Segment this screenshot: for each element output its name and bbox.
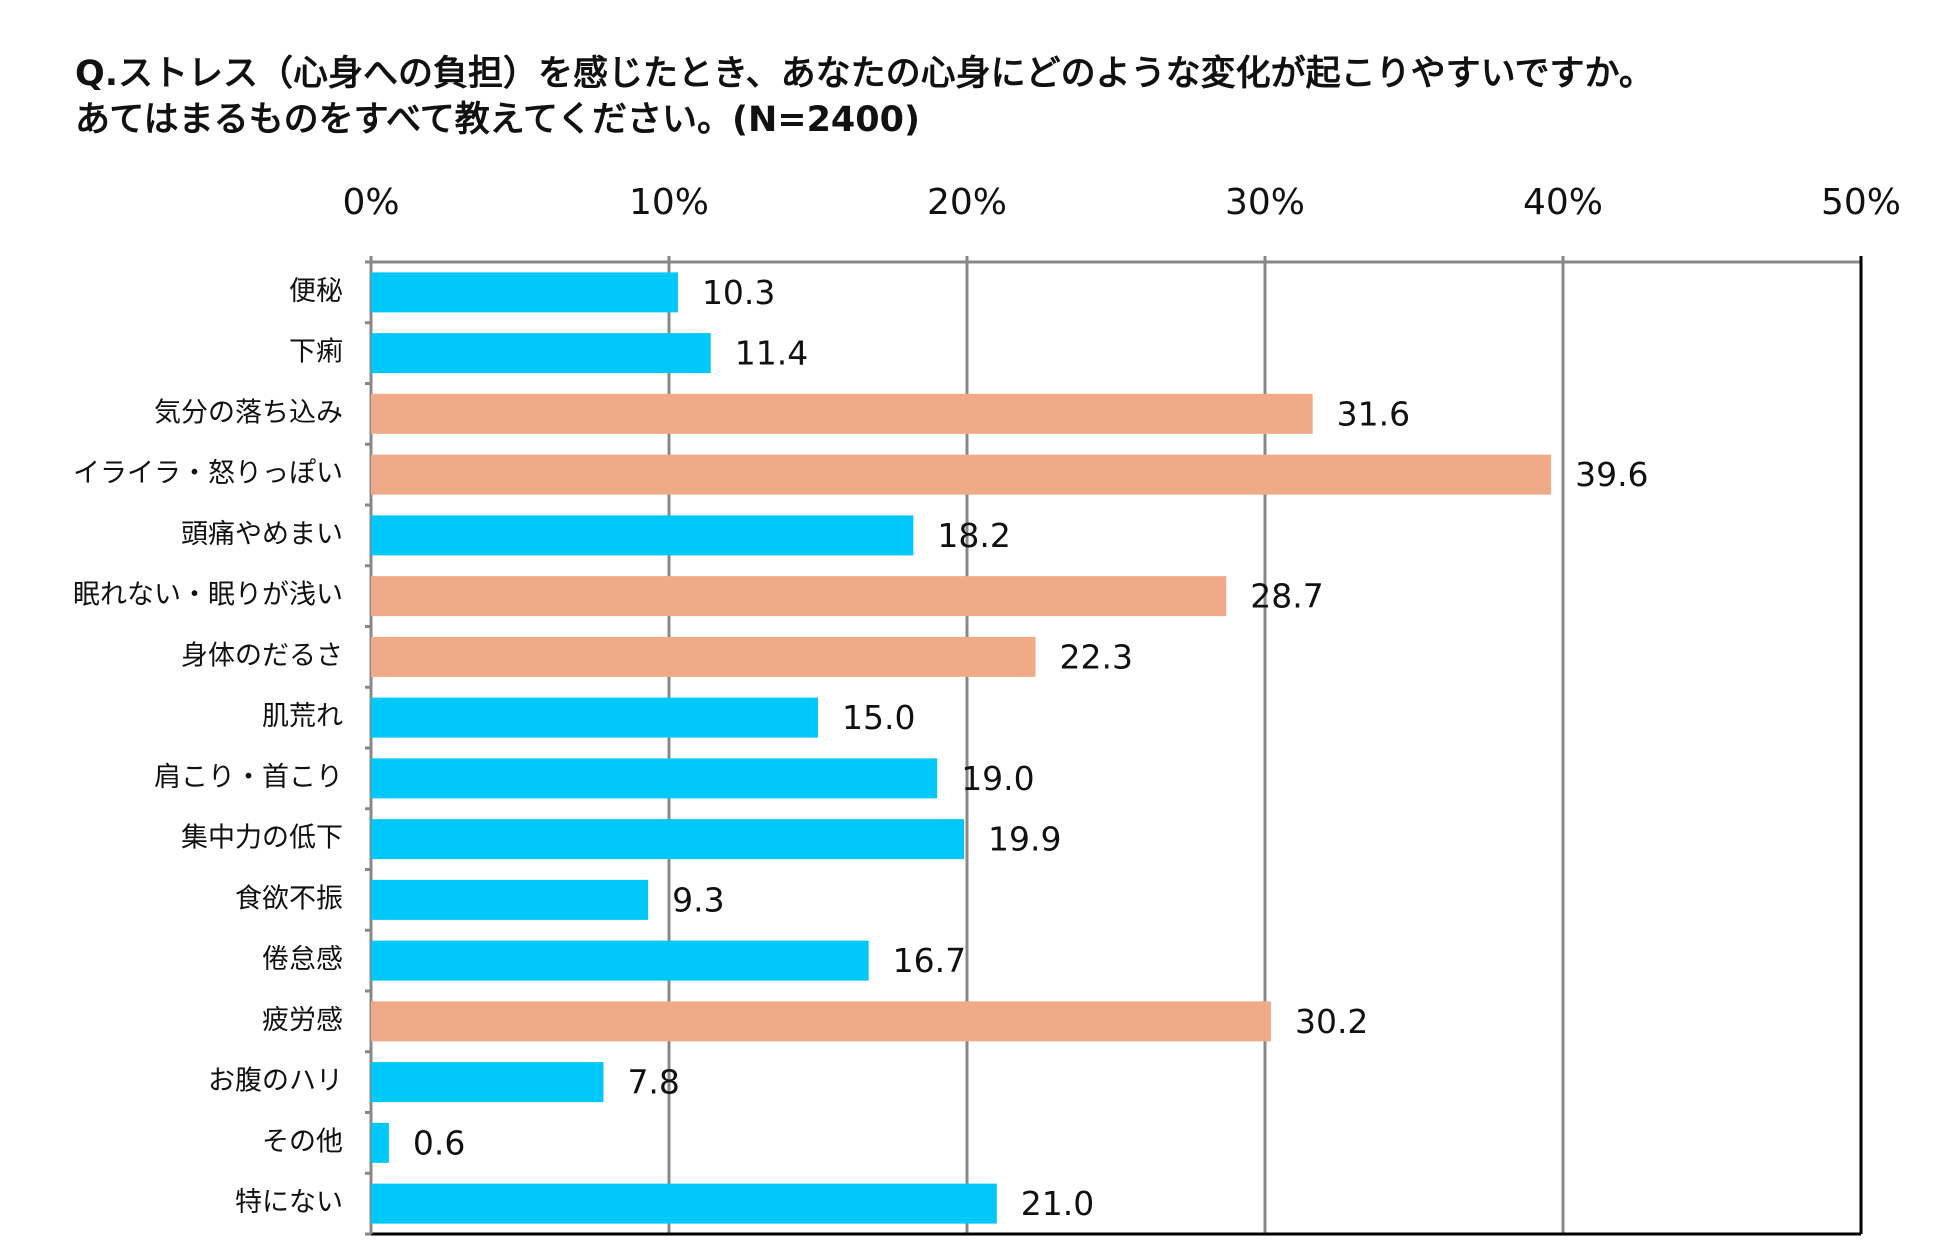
value-label: 11.4 (735, 334, 808, 373)
bar (371, 576, 1227, 617)
x-tick-label: 0% (342, 182, 399, 223)
x-tick-label: 20% (927, 182, 1007, 223)
bar (371, 1183, 997, 1224)
x-tick-label: 50% (1821, 182, 1901, 223)
bar (371, 758, 938, 799)
value-label: 7.8 (627, 1063, 679, 1102)
bar (371, 272, 678, 313)
y-tick-label: 下痢 (289, 337, 343, 368)
bar (371, 636, 1036, 677)
value-label: 19.0 (961, 759, 1034, 798)
y-tick-label: その他 (262, 1126, 343, 1157)
chart-title: あてはまるものをすべて教えてください。(N=2400) (75, 100, 920, 140)
bar (371, 333, 711, 374)
value-label: 30.2 (1295, 1002, 1368, 1041)
value-label: 22.3 (1060, 637, 1133, 676)
bar (371, 1122, 389, 1163)
value-label: 15.0 (842, 698, 915, 737)
value-label: 0.6 (413, 1123, 465, 1162)
bar (371, 940, 869, 981)
y-tick-label: 気分の落ち込み (154, 397, 343, 428)
bar (371, 454, 1552, 495)
value-label: 9.3 (672, 880, 724, 919)
bar (371, 1001, 1271, 1042)
y-tick-label: 食欲不振 (235, 883, 343, 914)
y-tick-label: 頭痛やめまい (181, 519, 343, 550)
value-label: 21.0 (1021, 1184, 1094, 1223)
value-label: 16.7 (893, 941, 966, 980)
bar (371, 393, 1313, 434)
x-tick-label: 10% (629, 182, 709, 223)
bar (371, 697, 818, 738)
y-tick-label: 集中力の低下 (181, 823, 343, 854)
y-tick-label: 倦怠感 (262, 944, 343, 975)
value-label: 10.3 (702, 273, 775, 312)
chart-title: Q.ストレス（心身への負担）を感じたとき、あなたの心身にどのような変化が起こりや… (75, 53, 1654, 94)
value-label: 18.2 (937, 516, 1010, 555)
x-tick-label: 40% (1523, 182, 1603, 223)
y-tick-label: 疲労感 (262, 1005, 343, 1036)
bar (371, 1062, 604, 1103)
y-tick-label: 肩こり・首こり (154, 762, 343, 793)
y-tick-label: 眠れない・眠りが浅い (73, 580, 343, 611)
value-label: 31.6 (1337, 394, 1410, 433)
y-tick-label: 特にない (235, 1187, 343, 1218)
y-tick-label: 肌荒れ (262, 701, 343, 732)
bar (371, 515, 914, 556)
bar (371, 819, 965, 860)
y-tick-label: イライラ・怒りっぽい (73, 458, 343, 489)
bar (371, 879, 649, 920)
y-tick-label: 便秘 (289, 276, 343, 307)
value-label: 19.9 (988, 820, 1061, 859)
x-tick-label: 30% (1225, 182, 1305, 223)
value-label: 28.7 (1250, 577, 1323, 616)
y-tick-label: 身体のだるさ (181, 640, 343, 671)
y-tick-label: お腹のハリ (208, 1066, 343, 1097)
value-label: 39.6 (1575, 455, 1648, 494)
